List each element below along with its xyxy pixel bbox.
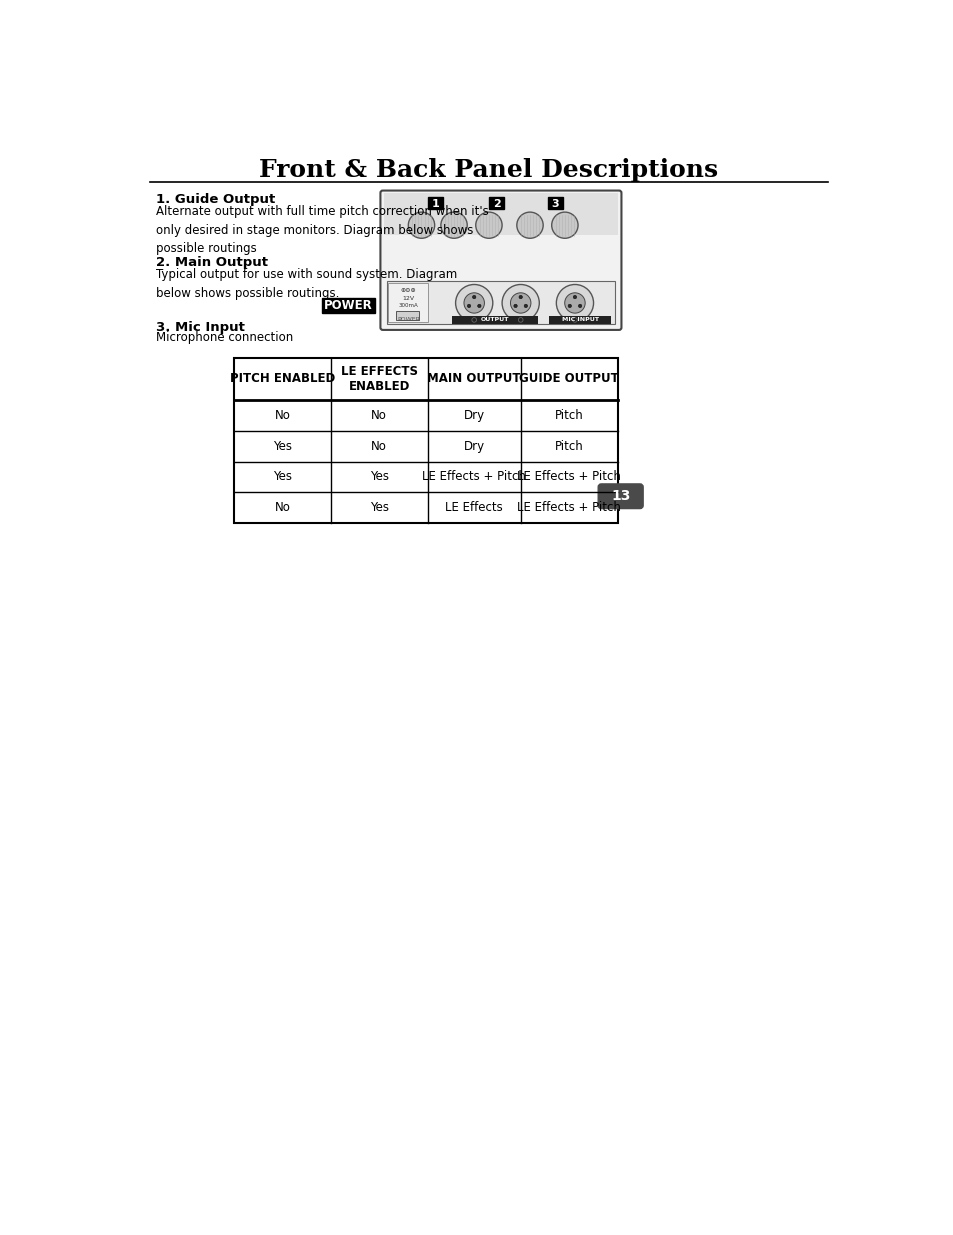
Text: No: No bbox=[371, 440, 387, 453]
Circle shape bbox=[510, 293, 531, 314]
Text: Microphone connection: Microphone connection bbox=[156, 331, 294, 345]
Circle shape bbox=[501, 284, 538, 321]
Text: LE Effects: LE Effects bbox=[445, 501, 502, 514]
Bar bbox=[233, 358, 617, 524]
Text: POWER: POWER bbox=[324, 299, 373, 312]
Text: LE Effects + Pitch: LE Effects + Pitch bbox=[517, 471, 620, 483]
Text: 3. Mic Input: 3. Mic Input bbox=[156, 321, 245, 333]
Text: No: No bbox=[371, 409, 387, 422]
Circle shape bbox=[463, 293, 484, 314]
Text: No: No bbox=[274, 501, 290, 514]
Text: Dry: Dry bbox=[463, 440, 484, 453]
Bar bbox=[386, 282, 615, 324]
Text: Pitch: Pitch bbox=[555, 440, 583, 453]
Circle shape bbox=[514, 304, 517, 308]
Circle shape bbox=[518, 295, 522, 299]
Circle shape bbox=[467, 304, 470, 308]
Circle shape bbox=[551, 212, 578, 238]
Text: Yes: Yes bbox=[273, 471, 292, 483]
FancyBboxPatch shape bbox=[598, 484, 642, 509]
Bar bbox=[549, 316, 611, 324]
Bar bbox=[322, 299, 375, 312]
Text: Yes: Yes bbox=[370, 501, 389, 514]
Text: No: No bbox=[274, 409, 290, 422]
Circle shape bbox=[567, 304, 571, 308]
Text: Yes: Yes bbox=[370, 471, 389, 483]
Text: Yes: Yes bbox=[273, 440, 292, 453]
Text: 2. Main Output: 2. Main Output bbox=[156, 256, 268, 269]
Bar bbox=[384, 193, 617, 235]
Text: Dry: Dry bbox=[463, 409, 484, 422]
Text: Pitch: Pitch bbox=[555, 409, 583, 422]
Text: 3: 3 bbox=[551, 199, 558, 209]
Circle shape bbox=[477, 304, 480, 308]
Text: Front & Back Panel Descriptions: Front & Back Panel Descriptions bbox=[259, 158, 718, 182]
Bar bbox=[388, 283, 428, 322]
Text: LE Effects + Pitch: LE Effects + Pitch bbox=[422, 471, 526, 483]
Text: Alternate output with full time pitch correction when it's
only desired in stage: Alternate output with full time pitch co… bbox=[156, 205, 489, 256]
Bar bbox=[233, 358, 617, 524]
Circle shape bbox=[456, 284, 493, 321]
Text: PITCH ENABLED: PITCH ENABLED bbox=[230, 372, 335, 385]
Text: 300mA: 300mA bbox=[398, 303, 417, 308]
Text: POWER: POWER bbox=[396, 317, 419, 322]
Text: LE Effects + Pitch: LE Effects + Pitch bbox=[517, 501, 620, 514]
Text: GUIDE OUTPUT: GUIDE OUTPUT bbox=[518, 372, 618, 385]
Text: 13: 13 bbox=[610, 489, 630, 503]
Text: 1: 1 bbox=[431, 199, 439, 209]
Bar bbox=[395, 311, 418, 320]
Circle shape bbox=[517, 212, 542, 238]
Circle shape bbox=[408, 212, 435, 238]
Circle shape bbox=[523, 304, 527, 308]
Text: 2: 2 bbox=[493, 199, 500, 209]
Bar bbox=[452, 316, 537, 324]
Text: MIC INPUT: MIC INPUT bbox=[561, 317, 598, 322]
Circle shape bbox=[556, 284, 593, 321]
Circle shape bbox=[472, 295, 476, 299]
Text: OUTPUT: OUTPUT bbox=[480, 317, 509, 322]
Text: Typical output for use with sound system. Diagram
below shows possible routings.: Typical output for use with sound system… bbox=[156, 268, 457, 300]
Text: LE EFFECTS
ENABLED: LE EFFECTS ENABLED bbox=[340, 364, 417, 393]
Text: ⊕⊖⊕: ⊕⊖⊕ bbox=[400, 288, 416, 293]
Circle shape bbox=[578, 304, 581, 308]
Circle shape bbox=[440, 212, 467, 238]
Circle shape bbox=[564, 293, 584, 314]
Text: MAIN OUTPUT: MAIN OUTPUT bbox=[427, 372, 520, 385]
Text: 1. Guide Output: 1. Guide Output bbox=[156, 193, 275, 206]
Bar bbox=[427, 196, 443, 209]
Circle shape bbox=[573, 295, 576, 299]
Circle shape bbox=[476, 212, 501, 238]
FancyBboxPatch shape bbox=[380, 190, 620, 330]
Text: 12V: 12V bbox=[402, 296, 414, 301]
Bar bbox=[488, 196, 504, 209]
Bar bbox=[547, 196, 562, 209]
